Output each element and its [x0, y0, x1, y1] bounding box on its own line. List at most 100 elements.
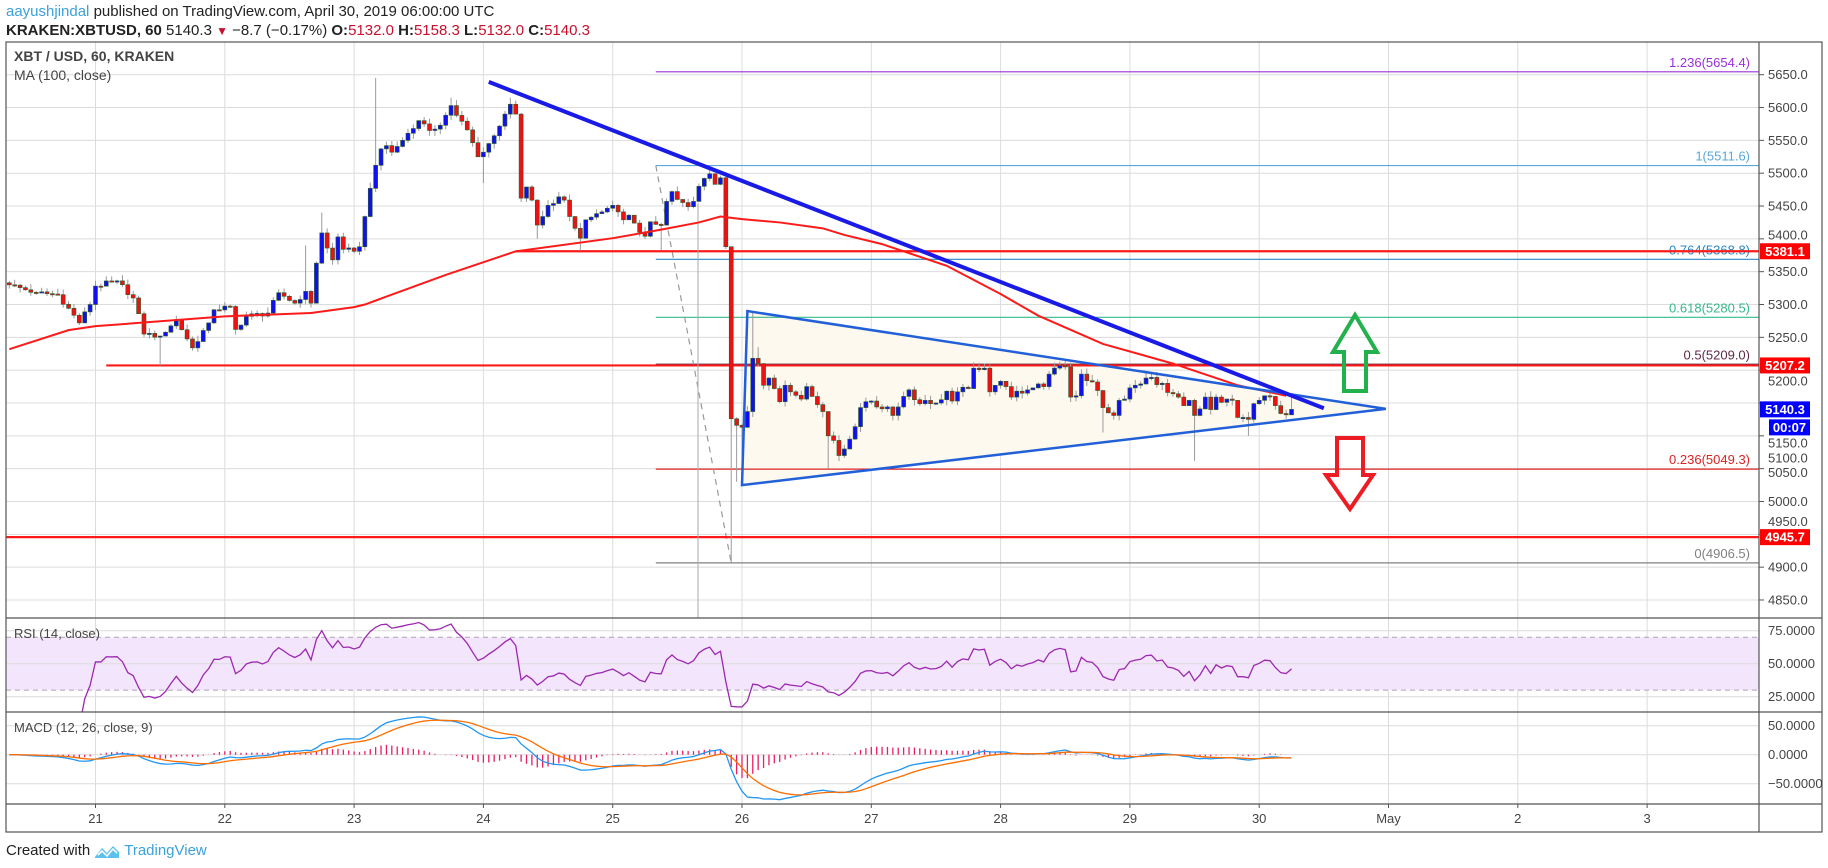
- candle: [168, 324, 174, 333]
- tradingview-logo-icon: [95, 845, 120, 858]
- candle: [561, 195, 567, 203]
- candle-body-down: [621, 211, 626, 221]
- candle: [545, 200, 551, 219]
- price-tag-label: 4945.7: [1765, 530, 1805, 545]
- candle-body-down: [98, 285, 104, 288]
- candle-body-up: [696, 186, 702, 202]
- candle: [691, 196, 696, 209]
- candle-body-down: [728, 246, 734, 420]
- drawings-front: [8, 80, 1386, 487]
- candle-body-up: [842, 448, 847, 456]
- candle: [858, 403, 863, 432]
- candle-body-up: [545, 205, 551, 217]
- candle-body-up: [804, 386, 809, 400]
- candle-body-up: [1132, 384, 1138, 389]
- candle-body-down: [1192, 400, 1197, 416]
- candle: [912, 386, 917, 406]
- candle: [394, 141, 400, 154]
- candle-body-up: [1149, 377, 1154, 379]
- candle: [615, 204, 621, 217]
- candle: [1203, 392, 1208, 410]
- candle: [1159, 381, 1165, 391]
- candle-body-up: [868, 400, 874, 403]
- candle: [1089, 374, 1095, 383]
- candle: [583, 219, 589, 240]
- candle: [513, 100, 519, 115]
- candle-body-up: [481, 151, 486, 158]
- candle-body-up: [750, 358, 756, 412]
- candle-body-down: [809, 386, 815, 397]
- candle-body-down: [912, 389, 917, 401]
- candle-body-up: [605, 207, 610, 213]
- candle-body-down: [190, 338, 195, 349]
- candle: [960, 384, 966, 397]
- candle-body-up: [1224, 398, 1230, 403]
- candle: [120, 275, 125, 288]
- author-link[interactable]: aayushjindal: [6, 3, 90, 20]
- candle: [610, 200, 616, 212]
- candle: [701, 177, 707, 191]
- countdown-tag-bg: [1769, 419, 1810, 436]
- candle-body-up: [335, 236, 341, 261]
- candle-body-down: [77, 314, 82, 324]
- candle-body-down: [836, 440, 842, 456]
- candle: [195, 335, 201, 352]
- candle: [836, 435, 842, 462]
- candle-body-up: [1197, 408, 1203, 416]
- candle: [1068, 362, 1073, 403]
- candle-body-down: [341, 236, 346, 250]
- candle-body-up: [405, 132, 411, 141]
- candle: [874, 396, 879, 409]
- candle: [125, 279, 131, 300]
- candle: [6, 280, 12, 289]
- candle-body-down: [578, 228, 583, 239]
- tradingview-link[interactable]: TradingView: [124, 842, 207, 859]
- candle: [1046, 371, 1052, 390]
- candle: [868, 400, 874, 405]
- candle: [890, 406, 896, 421]
- candle-body-up: [1289, 409, 1294, 416]
- candle-body-up: [114, 280, 120, 283]
- candle-body-down: [1165, 383, 1170, 393]
- candle: [470, 126, 475, 147]
- candle: [23, 285, 28, 291]
- candle: [922, 394, 928, 406]
- candle-body-up: [1025, 389, 1030, 394]
- candle: [373, 77, 378, 193]
- triangle-down-icon: ▼: [216, 24, 228, 38]
- candle-body-down: [17, 284, 23, 288]
- candle: [1229, 394, 1235, 406]
- candle: [815, 391, 820, 408]
- candle: [1165, 378, 1170, 397]
- candle-body-down: [1246, 417, 1251, 420]
- candle: [1122, 395, 1127, 401]
- candle: [357, 241, 362, 256]
- candle-body-down: [389, 145, 395, 153]
- candle-body-down: [217, 309, 222, 312]
- candle-body-down: [1273, 396, 1278, 406]
- candle-body-down: [534, 199, 540, 226]
- price-axis-label: 5100.0: [1768, 450, 1808, 465]
- candle: [1251, 402, 1257, 423]
- candle: [588, 216, 594, 223]
- candle-body-up: [782, 384, 788, 402]
- candle-body-up: [238, 324, 244, 330]
- candle-body-down: [1267, 395, 1273, 398]
- candle-body-up: [1256, 400, 1262, 404]
- candle: [28, 284, 34, 296]
- candle-body-up: [497, 125, 502, 137]
- candle: [1025, 385, 1030, 396]
- candle: [502, 110, 508, 130]
- time-label: 28: [993, 811, 1007, 826]
- candle-body-up: [1127, 387, 1133, 400]
- candle: [669, 190, 675, 205]
- candle: [1186, 399, 1192, 406]
- candle: [825, 411, 831, 469]
- candle-body-up: [195, 341, 201, 349]
- candle: [1041, 382, 1046, 390]
- candle-body-up: [1057, 365, 1063, 369]
- candle-body-up: [701, 178, 707, 187]
- candle: [1149, 373, 1154, 381]
- candle-body-down: [1170, 392, 1176, 395]
